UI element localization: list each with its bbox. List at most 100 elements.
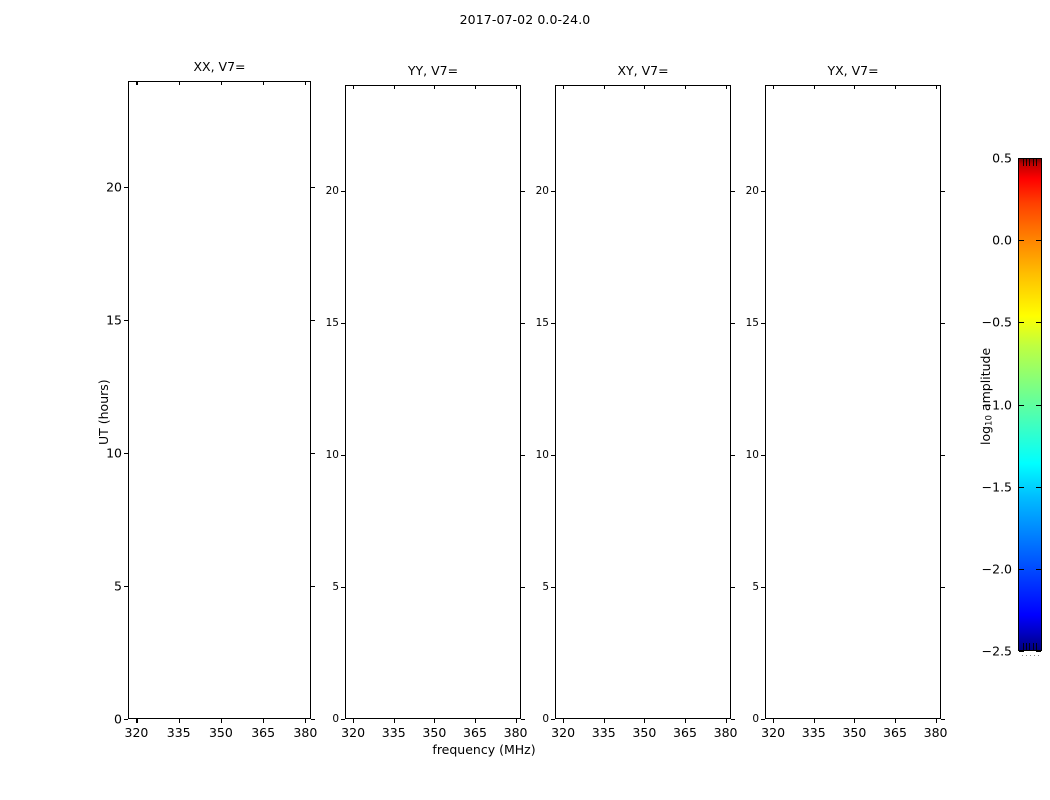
x-tick-mark-top [854,85,856,89]
panel-yx[interactable]: YX, V7= [765,63,941,719]
colorbar-extend-dot [1026,655,1027,656]
x-tick-mark [393,719,395,723]
colorbar-top-stub [1032,159,1034,166]
x-tick-mark-top [603,85,605,89]
x-tick-label: 335 [166,725,191,740]
colorbar-bottom-stub [1035,643,1037,650]
x-tick-label: 335 [591,725,616,740]
panel-xx-title: XX, V7= [193,59,246,74]
x-tick-mark-top [563,85,565,89]
colorbar-tick-mark-right [1036,322,1041,324]
y-tick-mark-right [941,586,945,588]
colorbar-tick-label: −2.5 [981,643,1012,659]
x-tick-label: 320 [341,725,366,740]
x-tick-mark-top [263,81,265,85]
y-tick-label: 5 [332,580,339,593]
x-tick-label: 365 [673,725,697,740]
x-tick-mark [644,719,646,723]
y-tick-mark-right [521,190,525,192]
y-tick-mark-right [941,719,945,721]
y-tick-label: 20 [325,184,339,197]
colorbar-tick-label: −0.5 [981,314,1012,330]
x-tick-mark-top [393,85,395,89]
x-tick-mark-top [684,85,687,89]
colorbar-tick-mark-right [1036,404,1041,406]
x-tick-mark [563,719,565,723]
y-tick-mark-right [521,322,525,324]
colorbar-bottom-stub [1023,643,1024,650]
y-tick-label: 0 [114,711,122,727]
y-tick-label: 20 [535,184,549,197]
x-tick-mark-top [305,81,307,85]
colorbar-tick-mark-right [1036,568,1041,570]
figure-suptitle: 2017-07-02 0.0-24.0 [459,12,591,27]
y-tick-mark [124,187,128,189]
x-tick-label: 350 [632,725,657,740]
y-tick-label: 15 [745,316,759,329]
y-tick-mark-right [731,322,735,324]
x-tick-mark-top [515,85,517,89]
y-axis-label: UT (hours) [96,379,111,445]
colorbar-tick-mark-right [1036,240,1041,242]
y-tick-mark [341,322,345,324]
y-tick-mark-right [311,320,315,322]
y-tick-mark [551,719,555,721]
y-tick-mark [551,454,555,456]
x-tick-mark-top [434,85,436,89]
y-tick-mark-right [941,454,945,456]
y-tick-label: 10 [535,448,549,461]
x-tick-label: 350 [208,725,233,740]
y-tick-mark-right [731,586,735,588]
y-tick-mark [761,454,765,456]
y-tick-label: 10 [106,445,122,461]
x-tick-label: 335 [381,725,406,740]
colorbar-top-stub [1029,159,1031,166]
y-tick-mark [761,586,765,588]
colorbar-top-stub [1023,159,1024,166]
y-tick-label: 10 [325,448,339,461]
colorbar-tick-label: 0.5 [992,150,1012,166]
y-tick-mark-right [311,719,315,721]
colorbar-bottom-stub [1032,643,1034,650]
y-tick-label: 15 [325,316,339,329]
y-tick-mark [761,322,765,324]
x-tick-mark [136,719,138,723]
colorbar-top-stub [1026,159,1028,166]
x-tick-label: 350 [842,725,867,740]
y-tick-mark [761,719,765,721]
y-tick-label: 5 [114,578,122,594]
panel-xy[interactable]: XY, V7= [555,63,731,719]
x-tick-mark [813,719,815,723]
x-tick-label: 365 [251,725,276,740]
colorbar-tick-mark [1019,486,1024,488]
x-tick-mark [773,719,775,723]
panel-yy[interactable]: YY, V7= [345,63,521,719]
y-tick-mark [341,454,345,456]
x-tick-mark-top [353,85,355,89]
y-tick-mark [341,190,345,192]
y-tick-mark-right [311,586,315,588]
x-tick-label: 320 [551,725,576,740]
colorbar-tick-label: −1.5 [981,479,1012,495]
panel-xx[interactable]: XX, V7= [128,59,311,719]
y-tick-mark [124,586,128,588]
colorbar-top-stub [1035,159,1037,166]
x-tick-label: 365 [463,725,487,740]
x-tick-mark-top [813,85,815,89]
x-tick-label: 380 [923,725,948,740]
colorbar-extend-dot [1022,655,1023,656]
colorbar-extend-dot [1030,655,1031,656]
y-tick-mark-right [311,453,315,455]
y-tick-mark [341,719,345,721]
y-tick-mark [124,453,128,455]
colorbar-extend-dot [1034,655,1035,656]
y-tick-mark-right [311,187,315,189]
panel-yx-title: YX, V7= [827,63,879,78]
x-tick-mark [684,719,687,723]
panel-xy-title: XY, V7= [617,63,669,78]
y-tick-mark [341,586,345,588]
y-tick-label: 0 [542,713,549,725]
y-tick-label: 10 [745,448,759,461]
y-tick-label: 15 [106,312,122,328]
colorbar-title-sub: 10 [984,415,995,426]
